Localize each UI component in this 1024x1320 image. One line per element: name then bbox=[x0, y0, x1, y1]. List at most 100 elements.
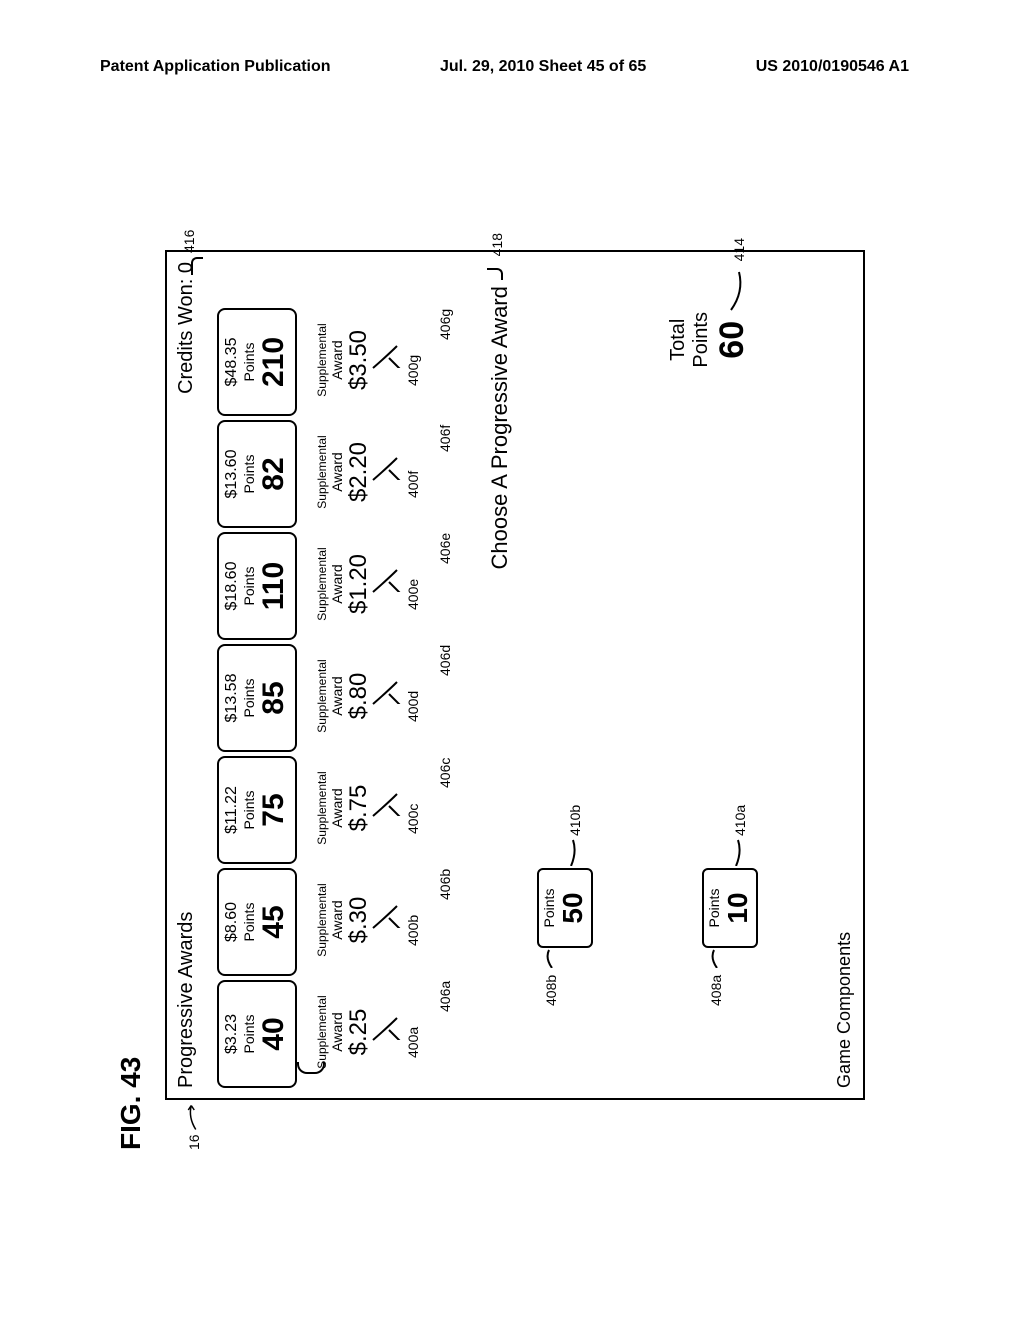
supp-value: $3.50 bbox=[345, 304, 373, 416]
award-box[interactable]: $11.22Points75 bbox=[217, 756, 297, 864]
total-label2: Points bbox=[690, 312, 713, 368]
hook-408 bbox=[710, 948, 729, 968]
ref-418: 418 bbox=[489, 233, 505, 256]
supp-value: $.30 bbox=[345, 864, 373, 976]
header-right: US 2010/0190546 A1 bbox=[756, 58, 909, 76]
lead-400 bbox=[387, 572, 412, 592]
choose-row: Choose A Progressive Award 418 bbox=[487, 268, 513, 1088]
supp-label1: Supplemental bbox=[315, 752, 329, 864]
header-left: Patent Application Publication bbox=[100, 58, 331, 76]
points-box-value: 50 bbox=[557, 872, 589, 944]
ref-414: 414 bbox=[731, 238, 747, 261]
award-points-label: Points bbox=[241, 760, 257, 860]
ref-408: 408b bbox=[543, 975, 559, 1006]
lead-400 bbox=[387, 348, 412, 368]
supp-label1: Supplemental bbox=[315, 864, 329, 976]
game-components-label: Game Components bbox=[834, 932, 855, 1088]
ref-406: 406a bbox=[437, 981, 453, 1012]
ref-406: 406g bbox=[437, 309, 453, 340]
points-box-label: Points bbox=[541, 872, 557, 944]
figure-wrap: FIG. 43 16 Progressive Awards Credits Wo… bbox=[95, 160, 930, 1160]
title-bar: Progressive Awards Credits Won: 0 416 bbox=[175, 262, 198, 1088]
award-points-label: Points bbox=[241, 872, 257, 972]
ref-16-text: 16 bbox=[186, 1134, 202, 1150]
supplemental-award: SupplementalAward$.80 bbox=[315, 640, 373, 752]
supplemental-row: SupplementalAward$.25SupplementalAward$.… bbox=[315, 304, 373, 1088]
award-points-value: 110 bbox=[257, 536, 291, 636]
award-points-value: 40 bbox=[257, 984, 291, 1084]
ref-410: 410b bbox=[567, 805, 583, 836]
title-right: Credits Won: 0 416 bbox=[175, 262, 198, 394]
supp-label1: Supplemental bbox=[315, 640, 329, 752]
supplemental-award: SupplementalAward$2.20 bbox=[315, 416, 373, 528]
supp-value: $.25 bbox=[345, 976, 373, 1088]
award-box[interactable]: $13.60Points82 bbox=[217, 420, 297, 528]
supp-value: $.80 bbox=[345, 640, 373, 752]
award-amount: $13.58 bbox=[223, 648, 241, 748]
total-value: 60 bbox=[713, 312, 752, 368]
supp-label1: Supplemental bbox=[315, 416, 329, 528]
awards-row: $3.23Points40$8.60Points45$11.22Points75… bbox=[217, 308, 297, 1088]
award-points-value: 82 bbox=[257, 424, 291, 524]
figure-label: FIG. 43 bbox=[115, 1057, 147, 1150]
award-points-value: 85 bbox=[257, 648, 291, 748]
award-box[interactable]: $18.60Points110 bbox=[217, 532, 297, 640]
callout-416: 416 bbox=[185, 257, 208, 275]
lead-400 bbox=[387, 796, 412, 816]
award-points-label: Points bbox=[241, 312, 257, 412]
award-points-label: Points bbox=[241, 648, 257, 748]
ref-416: 416 bbox=[181, 230, 197, 253]
lead-400 bbox=[387, 1020, 412, 1040]
hook-410 bbox=[732, 836, 751, 866]
supplemental-award: SupplementalAward$.75 bbox=[315, 752, 373, 864]
ref-406: 406e bbox=[437, 533, 453, 564]
supp-label1: Supplemental bbox=[315, 528, 329, 640]
lead-400 bbox=[387, 684, 412, 704]
page-header: Patent Application Publication Jul. 29, … bbox=[0, 58, 1024, 76]
award-amount: $11.22 bbox=[223, 760, 241, 860]
award-box[interactable]: $3.23Points40 bbox=[217, 980, 297, 1088]
lead-414 bbox=[729, 262, 749, 312]
lead-400 bbox=[387, 908, 412, 928]
award-points-value: 75 bbox=[257, 760, 291, 860]
award-box[interactable]: $8.60Points45 bbox=[217, 868, 297, 976]
supp-label1: Supplemental bbox=[315, 976, 329, 1088]
hook-408 bbox=[545, 948, 564, 968]
ref-406: 406f bbox=[437, 425, 453, 452]
award-amount: $13.60 bbox=[223, 424, 241, 524]
header-center: Jul. 29, 2010 Sheet 45 of 65 bbox=[440, 58, 646, 76]
supplemental-award: SupplementalAward$.25 bbox=[315, 976, 373, 1088]
points-box-value: 10 bbox=[722, 872, 754, 944]
award-box[interactable]: $48.35Points210 bbox=[217, 308, 297, 416]
lead-400 bbox=[387, 460, 412, 480]
total-label1: Total bbox=[667, 312, 690, 368]
arrow-icon bbox=[185, 1101, 199, 1131]
supp-label2: Award bbox=[329, 528, 345, 640]
award-box[interactable]: $13.58Points85 bbox=[217, 644, 297, 752]
award-points-value: 45 bbox=[257, 872, 291, 972]
points-box-label: Points bbox=[706, 872, 722, 944]
supplemental-award: SupplementalAward$.30 bbox=[315, 864, 373, 976]
supplemental-award: SupplementalAward$3.50 bbox=[315, 304, 373, 416]
page: Patent Application Publication Jul. 29, … bbox=[0, 0, 1024, 1320]
supplemental-award: SupplementalAward$1.20 bbox=[315, 528, 373, 640]
supp-value: $2.20 bbox=[345, 416, 373, 528]
award-points-label: Points bbox=[241, 536, 257, 636]
award-points-label: Points bbox=[241, 984, 257, 1084]
award-amount: $48.35 bbox=[223, 312, 241, 412]
figure-rotated: FIG. 43 16 Progressive Awards Credits Wo… bbox=[155, 220, 915, 1100]
supp-label1: Supplemental bbox=[315, 304, 329, 416]
supp-label2: Award bbox=[329, 640, 345, 752]
ref-16-arrow: 16 bbox=[185, 1101, 202, 1150]
ref-406: 406d bbox=[437, 645, 453, 676]
points-box[interactable]: Points50 bbox=[537, 868, 593, 948]
award-amount: $18.60 bbox=[223, 536, 241, 636]
callout-418 bbox=[487, 268, 512, 280]
supp-value: $.75 bbox=[345, 752, 373, 864]
ref-410: 410a bbox=[732, 805, 748, 836]
credits-won-label: Credits Won: bbox=[175, 279, 197, 394]
supp-label2: Award bbox=[329, 864, 345, 976]
supp-label2: Award bbox=[329, 752, 345, 864]
points-box[interactable]: Points10 bbox=[702, 868, 758, 948]
award-points-value: 210 bbox=[257, 312, 291, 412]
